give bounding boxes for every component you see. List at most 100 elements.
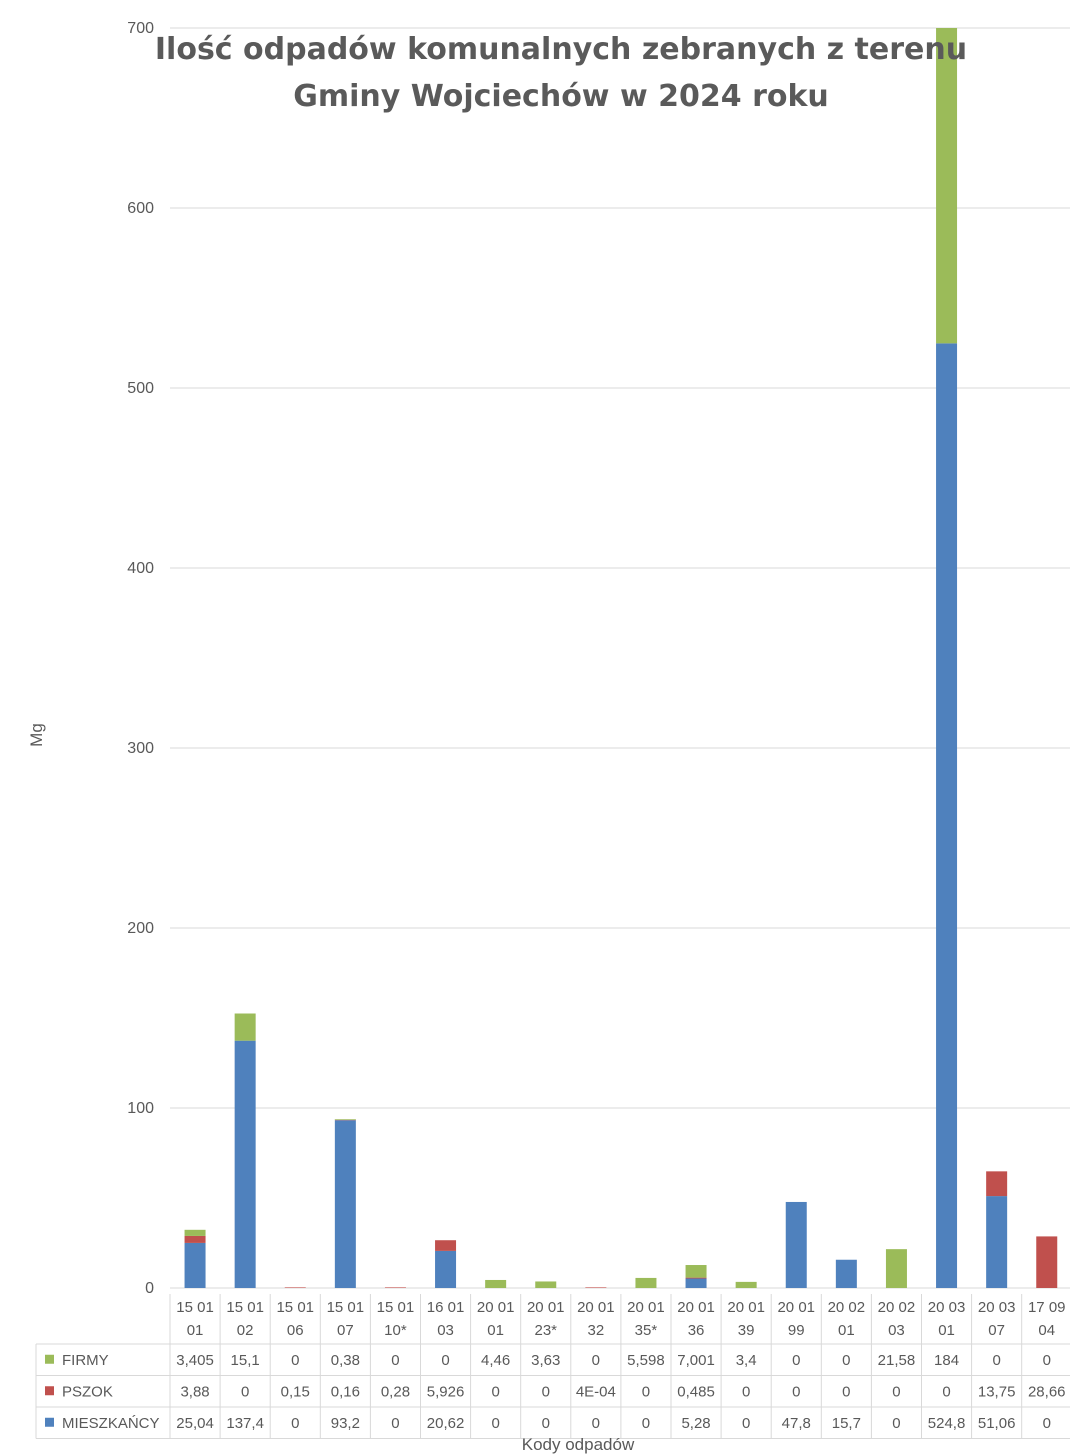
table-cell-firmy: 0 (291, 1352, 299, 1369)
bar-segment-pszok-6 (435, 1240, 457, 1251)
bar-segment-pszok-3 (284, 1287, 306, 1288)
table-cell-mieszkancy: 0 (742, 1415, 750, 1432)
x-category-label: 99 (788, 1322, 805, 1339)
y-tick-label: 100 (127, 1100, 154, 1117)
chart-title: Ilość odpadów komunalnych zebranych z te… (155, 32, 967, 114)
x-category-label: 07 (988, 1322, 1005, 1339)
x-category-label: 15 01 (226, 1299, 264, 1316)
table-cell-pszok: 0 (742, 1383, 750, 1400)
table-cell-firmy: 0 (391, 1352, 399, 1369)
x-category-label: 20 02 (828, 1299, 866, 1316)
x-category-label: 39 (738, 1322, 755, 1339)
bar-segment-firmy-15 (885, 1249, 907, 1288)
table-cell-firmy: 3,405 (176, 1352, 214, 1369)
x-category-label: 04 (1038, 1322, 1055, 1339)
bar-segment-mieszkancy-16 (936, 343, 958, 1288)
table-cell-pszok: 28,66 (1028, 1383, 1066, 1400)
x-category-label: 15 01 (176, 1299, 214, 1316)
x-category-label: 20 03 (928, 1299, 966, 1316)
table-cell-firmy: 184 (934, 1352, 959, 1369)
table-cell-firmy: 21,58 (878, 1352, 916, 1369)
x-category-label: 16 01 (427, 1299, 465, 1316)
bar-segment-firmy-4 (334, 1119, 356, 1120)
x-category-label: 10* (384, 1322, 407, 1339)
gridlines (170, 27, 1070, 1289)
y-tick-label: 0 (145, 1280, 154, 1297)
table-cell-firmy: 3,4 (736, 1352, 757, 1369)
y-tick-label: 400 (127, 560, 154, 577)
table-cell-pszok: 0 (892, 1383, 900, 1400)
bar-segment-pszok-18 (1036, 1236, 1058, 1288)
y-tick-label: 600 (127, 200, 154, 217)
bar-segment-firmy-2 (234, 1013, 256, 1041)
x-category-label: 20 01 (527, 1299, 565, 1316)
bar-segment-pszok-17 (986, 1171, 1008, 1197)
legend-key-mieszkancy (45, 1417, 54, 1427)
x-category-label: 02 (237, 1322, 254, 1339)
x-category-label: 20 01 (627, 1299, 665, 1316)
bar-segment-firmy-8 (535, 1281, 557, 1288)
table-cell-mieszkancy: 47,8 (782, 1415, 811, 1432)
y-tick-label: 300 (127, 740, 154, 757)
x-category-label: 01 (187, 1322, 204, 1339)
table-cell-firmy: 0 (1043, 1352, 1051, 1369)
bar-segment-mieszkancy-1 (184, 1242, 206, 1288)
table-cell-pszok: 0 (642, 1383, 650, 1400)
x-category-label: 35* (635, 1322, 658, 1339)
bar-segment-pszok-5 (384, 1287, 406, 1288)
x-category-label: 15 01 (327, 1299, 365, 1316)
legend-label-pszok: PSZOK (62, 1383, 113, 1400)
legend-key-pszok (45, 1386, 54, 1396)
x-category-label: 15 01 (377, 1299, 415, 1316)
table-cell-firmy: 5,598 (627, 1352, 665, 1369)
bars (184, 28, 1058, 1288)
chart-title-line-1: Ilość odpadów komunalnych zebranych z te… (155, 32, 967, 67)
bar-segment-mieszkancy-11 (685, 1278, 707, 1288)
table-cell-mieszkancy: 0 (1043, 1415, 1051, 1432)
table-cell-firmy: 0 (792, 1352, 800, 1369)
table-cell-pszok: 0 (942, 1383, 950, 1400)
table-cell-mieszkancy: 15,7 (832, 1415, 861, 1432)
table-cell-mieszkancy: 0 (592, 1415, 600, 1432)
legend-key-firmy (45, 1354, 54, 1364)
table-cell-mieszkancy: 137,4 (226, 1415, 264, 1432)
bar-segment-firmy-1 (184, 1229, 206, 1236)
x-category-label: 03 (888, 1322, 905, 1339)
table-cell-firmy: 3,63 (531, 1352, 560, 1369)
table-cell-pszok: 0,15 (281, 1383, 310, 1400)
bar-segment-mieszkancy-17 (986, 1196, 1008, 1288)
y-tick-label: 500 (127, 380, 154, 397)
table-cell-mieszkancy: 0 (642, 1415, 650, 1432)
table-cell-mieszkancy: 5,28 (681, 1415, 710, 1432)
table-cell-pszok: 0,28 (381, 1383, 410, 1400)
table-cell-mieszkancy: 0 (391, 1415, 399, 1432)
table-cell-pszok: 13,75 (978, 1383, 1016, 1400)
table-cell-mieszkancy: 51,06 (978, 1415, 1016, 1432)
table-cell-mieszkancy: 0 (542, 1415, 550, 1432)
table-cell-firmy: 15,1 (231, 1352, 260, 1369)
x-category-label: 01 (938, 1322, 955, 1339)
bar-segment-pszok-9 (585, 1287, 607, 1288)
legend-label-mieszkancy: MIESZKAŃCY (62, 1415, 160, 1432)
table-cell-pszok: 0 (241, 1383, 249, 1400)
table-cell-firmy: 7,001 (677, 1352, 715, 1369)
x-category-label: 20 01 (777, 1299, 815, 1316)
table-cell-firmy: 4,46 (481, 1352, 510, 1369)
bar-segment-firmy-7 (485, 1279, 507, 1288)
bar-segment-mieszkancy-6 (435, 1250, 457, 1288)
table-cell-mieszkancy: 0 (291, 1415, 299, 1432)
bar-segment-firmy-10 (635, 1277, 657, 1288)
x-category-label: 36 (688, 1322, 705, 1339)
x-category-label: 32 (588, 1322, 605, 1339)
bar-segment-firmy-12 (735, 1281, 757, 1288)
x-category-label: 20 01 (577, 1299, 615, 1316)
bar-segment-mieszkancy-13 (785, 1201, 807, 1288)
bar-segment-mieszkancy-14 (835, 1259, 857, 1288)
chart-title-line-2: Gminy Wojciechów w 2024 roku (293, 79, 829, 114)
table-cell-mieszkancy: 25,04 (176, 1415, 214, 1432)
x-category-label: 06 (287, 1322, 304, 1339)
table-cell-pszok: 0 (792, 1383, 800, 1400)
table-cell-pszok: 0,16 (331, 1383, 360, 1400)
x-category-label: 20 01 (727, 1299, 765, 1316)
bar-segment-firmy-16 (936, 28, 958, 344)
